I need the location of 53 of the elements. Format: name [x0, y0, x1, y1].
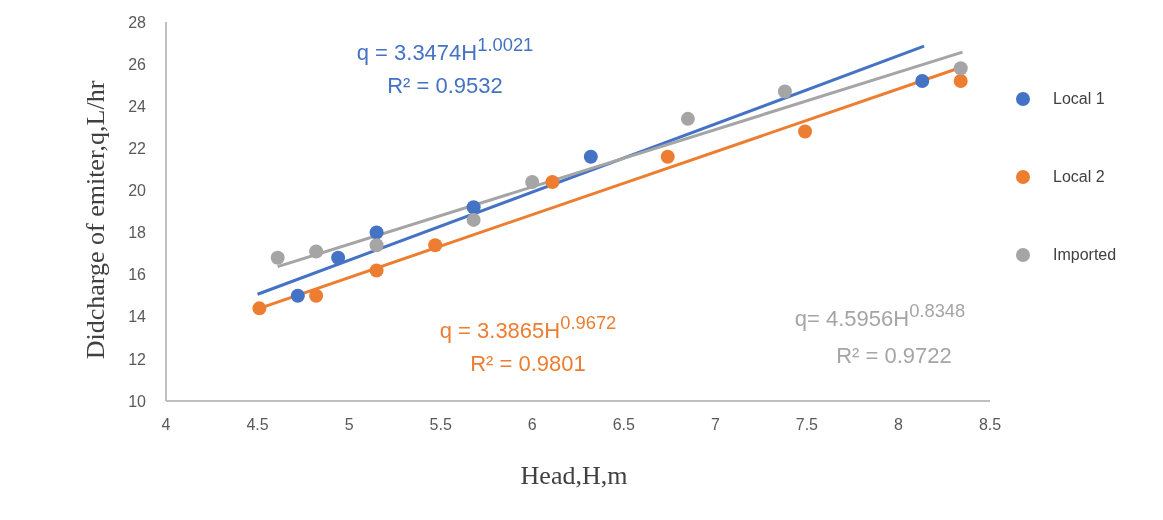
x-tick-label: 4 — [161, 416, 171, 434]
x-axis-title: Head,H,m — [520, 461, 628, 491]
point — [369, 263, 384, 278]
annotation: R² = 0.9532 — [387, 73, 503, 99]
x-tick-label: 6 — [527, 416, 537, 434]
legend-label: Local 1 — [1053, 90, 1105, 108]
point — [290, 288, 305, 303]
y-tick-label: 28 — [128, 13, 147, 31]
annotation: R² = 0.9801 — [470, 351, 586, 377]
y-tick-label: 16 — [128, 266, 147, 284]
y-tick-label: 22 — [128, 140, 147, 158]
point — [915, 73, 930, 88]
annotation: R² = 0.9722 — [836, 343, 952, 369]
point — [369, 225, 384, 240]
x-tick-label: 4.5 — [246, 416, 269, 434]
point — [953, 61, 968, 76]
point — [270, 250, 285, 265]
point — [798, 124, 813, 139]
point — [660, 149, 675, 164]
legend-label: Local 2 — [1053, 168, 1105, 186]
y-tick-label: 18 — [128, 224, 147, 242]
point — [583, 149, 598, 164]
point — [428, 238, 443, 253]
point — [953, 73, 968, 88]
x-tick-label: 6.5 — [612, 416, 635, 434]
point — [545, 175, 560, 190]
y-tick-label: 10 — [128, 392, 147, 410]
point — [369, 238, 384, 253]
annotation: q= 4.5956H$^{0.8348}$ — [794, 300, 966, 332]
y-tick-label: 24 — [128, 97, 147, 115]
point — [252, 301, 267, 316]
point — [309, 244, 324, 259]
y-tick-label: 26 — [128, 55, 147, 73]
point — [680, 111, 695, 126]
x-tick-label: 8 — [893, 416, 903, 434]
x-tick-label: 5 — [344, 416, 354, 434]
y-axis-title: Didcharge of emiter,q,L/hr — [81, 80, 111, 360]
x-tick-label: 7.5 — [795, 416, 819, 434]
point — [777, 84, 792, 99]
point — [331, 250, 346, 265]
y-tick-label: 20 — [128, 182, 147, 200]
point — [525, 175, 540, 190]
y-tick-label: 14 — [128, 308, 147, 326]
point — [466, 200, 481, 215]
point — [309, 288, 324, 303]
annotation: q = 3.3865H$^{0.9672}$ — [439, 312, 617, 344]
x-tick-label: 5.5 — [429, 416, 452, 434]
x-tick-label: 7 — [710, 416, 720, 434]
legend-label: Imported — [1053, 246, 1117, 264]
x-tick-label: 8.5 — [978, 416, 1002, 434]
point — [466, 212, 481, 227]
annotation: q = 3.3474H$^{1.0021}$ — [356, 34, 534, 66]
y-tick-label: 12 — [128, 350, 147, 368]
